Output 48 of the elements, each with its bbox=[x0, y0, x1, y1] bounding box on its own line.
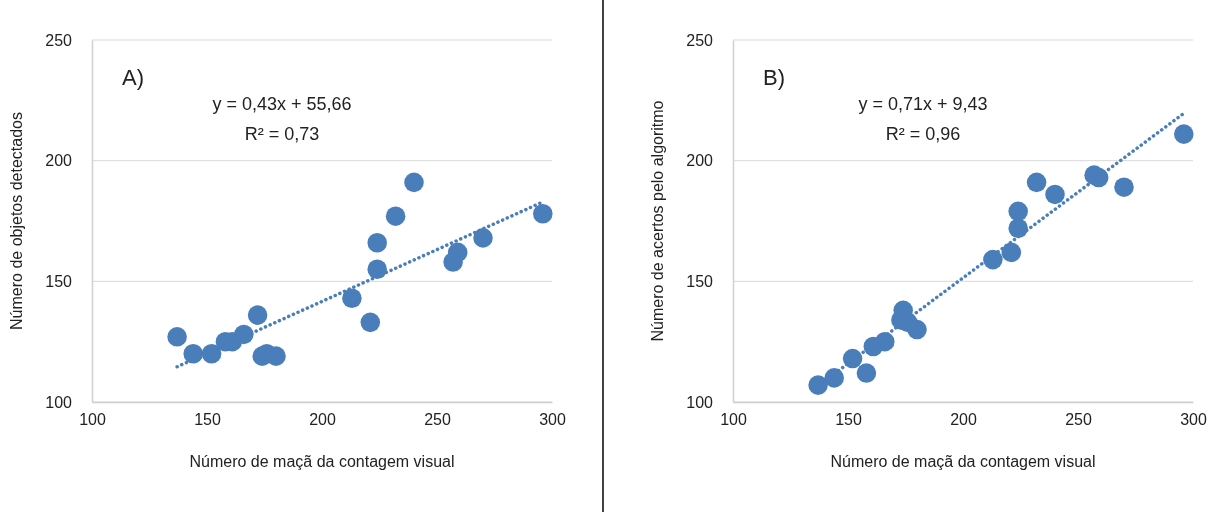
annotation: y = 0,43x + 55,66 bbox=[212, 94, 352, 114]
x-tick-label: 100 bbox=[720, 411, 747, 429]
y-tick-label: 250 bbox=[45, 31, 73, 49]
y-tick-label: 200 bbox=[686, 152, 714, 170]
point bbox=[367, 259, 387, 280]
y-tick-label: 150 bbox=[686, 272, 714, 290]
point bbox=[360, 312, 381, 333]
x-tick-label: 150 bbox=[835, 411, 862, 429]
point bbox=[1174, 124, 1194, 144]
point bbox=[167, 327, 187, 347]
x-tick-label: 250 bbox=[424, 411, 451, 429]
x-tick-label: 100 bbox=[79, 411, 106, 429]
point bbox=[1114, 177, 1134, 197]
annotation: A) bbox=[122, 65, 144, 90]
point bbox=[385, 206, 406, 226]
point bbox=[1001, 242, 1022, 263]
x-axis-title: Número de maçã da contagem visual bbox=[189, 453, 455, 470]
point bbox=[1026, 172, 1047, 193]
x-axis-title: Número de maçã da contagem visual bbox=[830, 453, 1096, 470]
y-axis-title: Número de acertos pelo algoritmo bbox=[649, 100, 666, 342]
x-tick-label: 300 bbox=[539, 411, 566, 429]
annotation: B) bbox=[763, 65, 785, 90]
point bbox=[367, 232, 387, 253]
annotation: R² = 0,96 bbox=[885, 124, 961, 144]
point bbox=[447, 242, 468, 263]
y-tick-label: 100 bbox=[686, 393, 714, 411]
y-tick-label: 250 bbox=[686, 31, 714, 49]
point bbox=[342, 288, 362, 308]
annotation: R² = 0,73 bbox=[244, 124, 320, 144]
point bbox=[473, 228, 493, 248]
y-tick-label: 100 bbox=[45, 393, 73, 411]
point bbox=[1008, 201, 1028, 222]
point bbox=[907, 319, 927, 340]
point bbox=[404, 172, 424, 193]
annotation: y = 0,71x + 9,43 bbox=[858, 94, 988, 114]
y-tick-label: 150 bbox=[45, 272, 73, 290]
y-tick-label: 200 bbox=[45, 152, 73, 170]
point bbox=[266, 346, 286, 366]
x-tick-label: 250 bbox=[1065, 411, 1092, 429]
x-tick-label: 300 bbox=[1180, 411, 1207, 429]
point bbox=[856, 363, 877, 383]
point bbox=[247, 305, 268, 325]
y-axis-title: Número de objetos detectados bbox=[8, 112, 25, 330]
point bbox=[533, 204, 553, 224]
x-tick-label: 150 bbox=[194, 411, 221, 429]
point bbox=[1045, 184, 1065, 205]
x-tick-label: 200 bbox=[309, 411, 336, 429]
x-tick-label: 200 bbox=[950, 411, 977, 429]
